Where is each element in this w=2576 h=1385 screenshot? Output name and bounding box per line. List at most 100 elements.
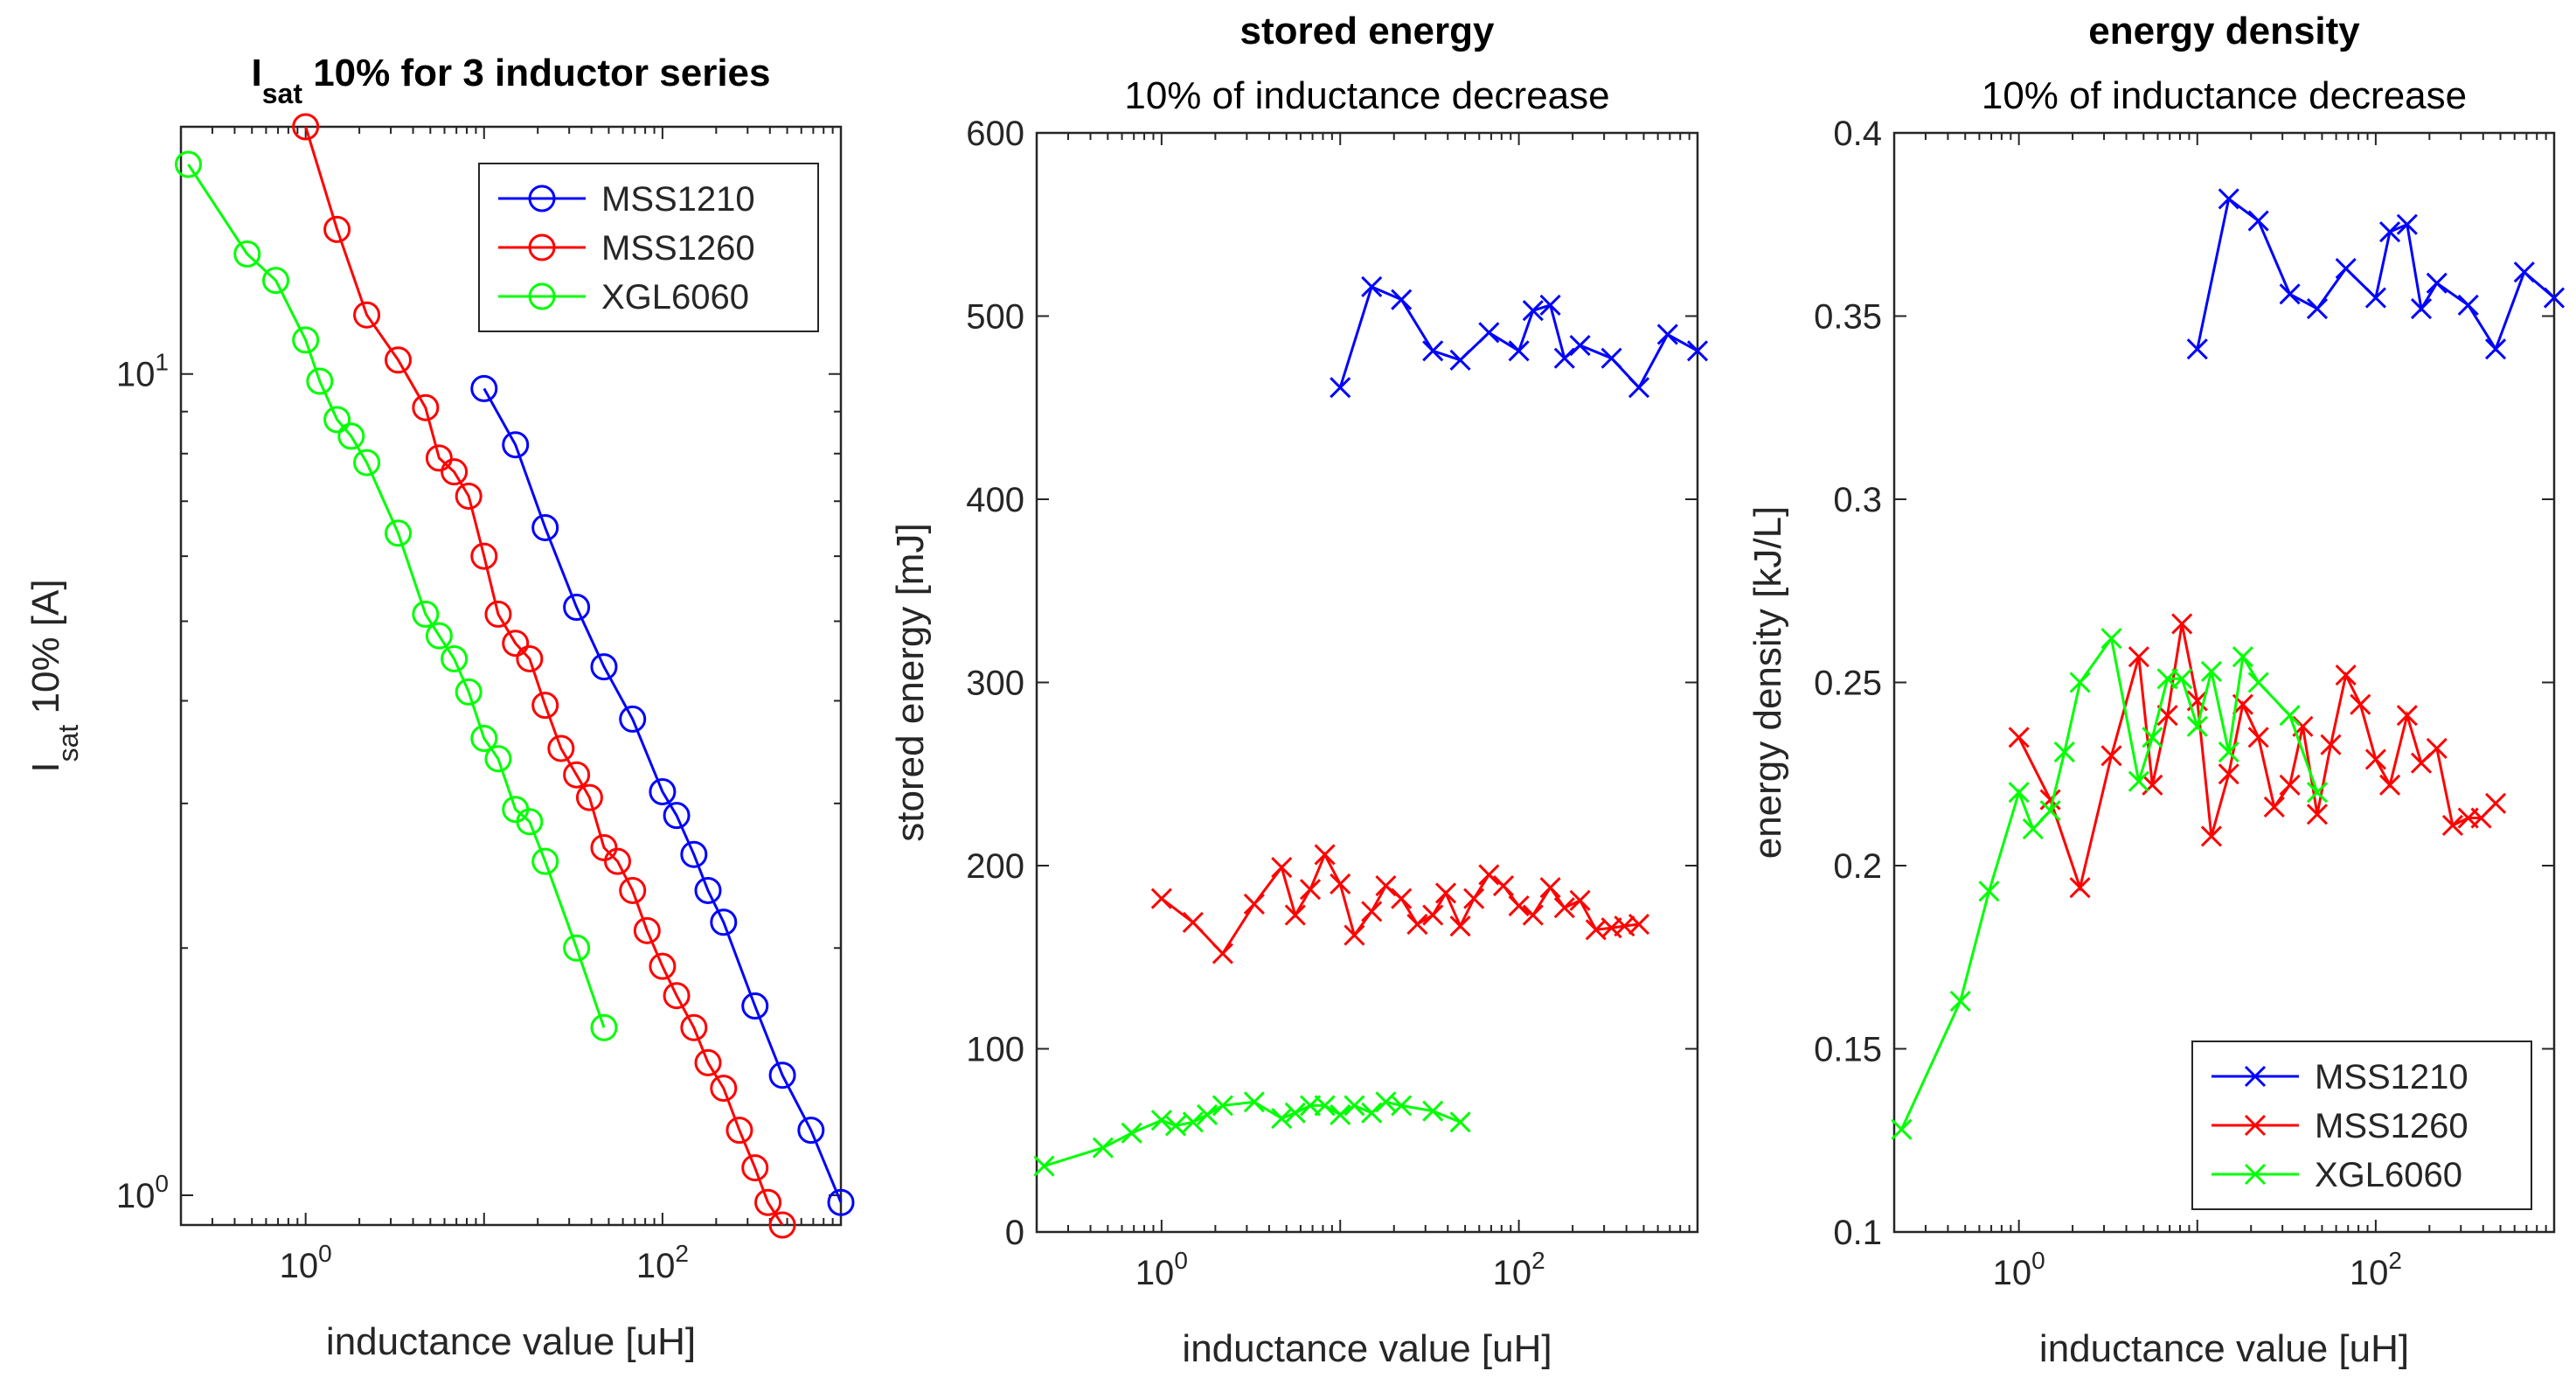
data-point	[1492, 874, 1515, 897]
data-point	[1628, 913, 1650, 936]
data-point	[233, 240, 261, 268]
data-point-stroke	[2200, 660, 2223, 682]
data-point	[323, 215, 351, 243]
data-point	[741, 1154, 769, 1182]
data-point-stroke	[1212, 1095, 1233, 1117]
data-point	[590, 833, 618, 861]
data-point-stroke	[1434, 882, 1457, 904]
data-point-stroke	[1478, 322, 1500, 344]
data-point	[323, 406, 351, 434]
chart-subtitle: 10% of inductance decrease	[1124, 74, 1609, 117]
data-point	[2457, 294, 2479, 316]
x-tick-label: 102	[2350, 1247, 2402, 1292]
data-point	[1330, 377, 1351, 399]
data-point	[1150, 1110, 1172, 1131]
data-point	[2069, 672, 2091, 693]
data-point-stroke	[1196, 1103, 1219, 1125]
data-point	[1182, 911, 1204, 934]
y-axis-label-sub: sat	[52, 725, 84, 762]
data-point-stroke	[2485, 338, 2507, 360]
data-point	[502, 431, 530, 459]
y-tick-label-base: 10	[116, 356, 156, 394]
series-0	[1330, 275, 1709, 399]
data-point	[2364, 287, 2386, 309]
data-point-stroke	[1553, 347, 1575, 369]
x-tick-label: 100	[280, 1240, 332, 1285]
data-point-stroke	[1539, 294, 1561, 316]
chart-title: stored energy	[1240, 10, 1496, 52]
data-point	[337, 422, 365, 450]
data-point	[1330, 873, 1351, 895]
legend-label: XGL6060	[601, 278, 749, 317]
data-point	[2218, 741, 2239, 763]
data-point-stroke	[1628, 913, 1650, 936]
data-point-stroke	[1478, 864, 1500, 886]
data-point	[1522, 904, 1544, 926]
data-point	[1449, 1111, 1471, 1133]
data-point	[2200, 825, 2223, 847]
data-point-stroke	[2128, 770, 2149, 792]
data-point-stroke	[1182, 1111, 1204, 1133]
data-point-stroke	[2441, 814, 2463, 836]
data-point	[1391, 887, 1413, 909]
data-point	[2396, 213, 2418, 235]
data-point	[1553, 897, 1575, 919]
data-point-stroke	[1508, 895, 1530, 917]
data-point	[425, 622, 453, 650]
data-point	[2485, 792, 2507, 814]
data-point	[619, 876, 647, 904]
data-point	[441, 644, 469, 672]
data-point	[649, 777, 677, 805]
data-point-stroke	[2008, 782, 2030, 804]
data-point	[2247, 727, 2269, 748]
data-point-stroke	[1422, 904, 1444, 926]
data-point	[2320, 734, 2342, 755]
data-point	[2247, 210, 2269, 232]
data-point	[2053, 741, 2075, 763]
chart-title: energy density	[2088, 10, 2360, 52]
data-point-stroke	[1569, 889, 1591, 911]
data-point-stroke	[1422, 1100, 1444, 1122]
data-point-stroke	[1539, 877, 1561, 899]
data-point-stroke	[1271, 857, 1293, 879]
data-point-stroke	[1361, 275, 1383, 298]
data-point	[1243, 893, 1265, 915]
data-point	[575, 783, 603, 811]
data-point	[1330, 1103, 1351, 1125]
data-point-stroke	[1299, 879, 1322, 901]
data-point	[531, 513, 559, 541]
data-point-stroke	[2410, 298, 2433, 320]
data-point-stroke	[2232, 646, 2253, 668]
data-point-stroke	[1891, 1118, 1913, 1140]
legend-label: XGL6060	[2315, 1156, 2462, 1194]
data-point	[516, 808, 544, 836]
x-tick-label: 102	[636, 1240, 689, 1285]
data-point	[484, 600, 512, 628]
series-2	[1033, 1091, 1471, 1177]
y-tick-label: 0.25	[1814, 665, 1882, 703]
data-point	[663, 982, 691, 1010]
data-point	[2426, 272, 2448, 294]
data-point-stroke	[2186, 715, 2208, 737]
data-point-stroke	[2396, 213, 2418, 235]
data-point-stroke	[1121, 1122, 1142, 1144]
data-point	[470, 374, 498, 402]
data-point	[1196, 1103, 1219, 1125]
x-tick-label: 100	[1993, 1247, 2045, 1292]
x-tick-label-base: 10	[280, 1247, 319, 1285]
y-tick-label: 500	[966, 298, 1024, 337]
data-point	[710, 908, 738, 936]
data-point-stroke	[2171, 613, 2193, 635]
data-point	[2335, 665, 2357, 686]
data-point	[353, 449, 381, 477]
data-point	[2279, 774, 2301, 796]
data-point-stroke	[1569, 334, 1591, 357]
data-point-stroke	[1422, 340, 1444, 362]
data-point	[306, 367, 334, 395]
data-point-stroke	[2053, 741, 2075, 763]
data-point-stroke	[2247, 672, 2269, 693]
data-point	[563, 593, 591, 621]
data-point	[516, 644, 544, 672]
data-point	[1375, 874, 1397, 897]
